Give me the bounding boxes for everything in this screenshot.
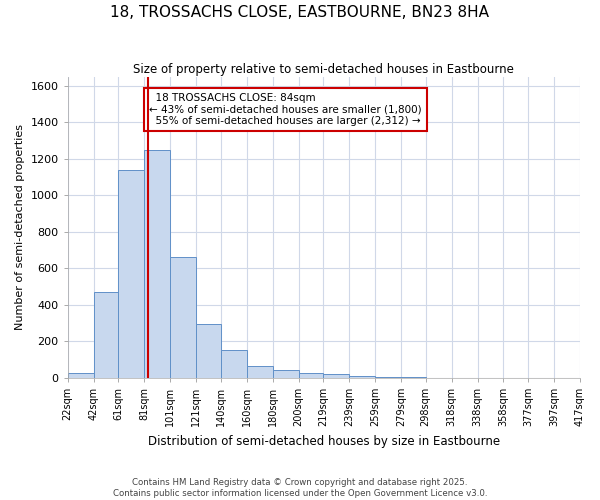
Text: 18 TROSSACHS CLOSE: 84sqm
← 43% of semi-detached houses are smaller (1,800)
  55: 18 TROSSACHS CLOSE: 84sqm ← 43% of semi-…	[149, 93, 422, 126]
Bar	[94, 292, 118, 378]
Text: Contains HM Land Registry data © Crown copyright and database right 2025.
Contai: Contains HM Land Registry data © Crown c…	[113, 478, 487, 498]
Bar	[272, 370, 299, 378]
Text: 18, TROSSACHS CLOSE, EASTBOURNE, BN23 8HA: 18, TROSSACHS CLOSE, EASTBOURNE, BN23 8H…	[110, 5, 490, 20]
Bar	[247, 366, 272, 378]
X-axis label: Distribution of semi-detached houses by size in Eastbourne: Distribution of semi-detached houses by …	[148, 434, 500, 448]
Bar	[196, 324, 221, 378]
Bar	[118, 170, 144, 378]
Bar	[299, 373, 323, 378]
Bar	[144, 150, 170, 378]
Bar	[375, 377, 401, 378]
Bar	[170, 258, 196, 378]
Y-axis label: Number of semi-detached properties: Number of semi-detached properties	[15, 124, 25, 330]
Title: Size of property relative to semi-detached houses in Eastbourne: Size of property relative to semi-detach…	[133, 62, 514, 76]
Bar	[221, 350, 247, 378]
Bar	[323, 374, 349, 378]
Bar	[68, 373, 94, 378]
Bar	[349, 376, 375, 378]
